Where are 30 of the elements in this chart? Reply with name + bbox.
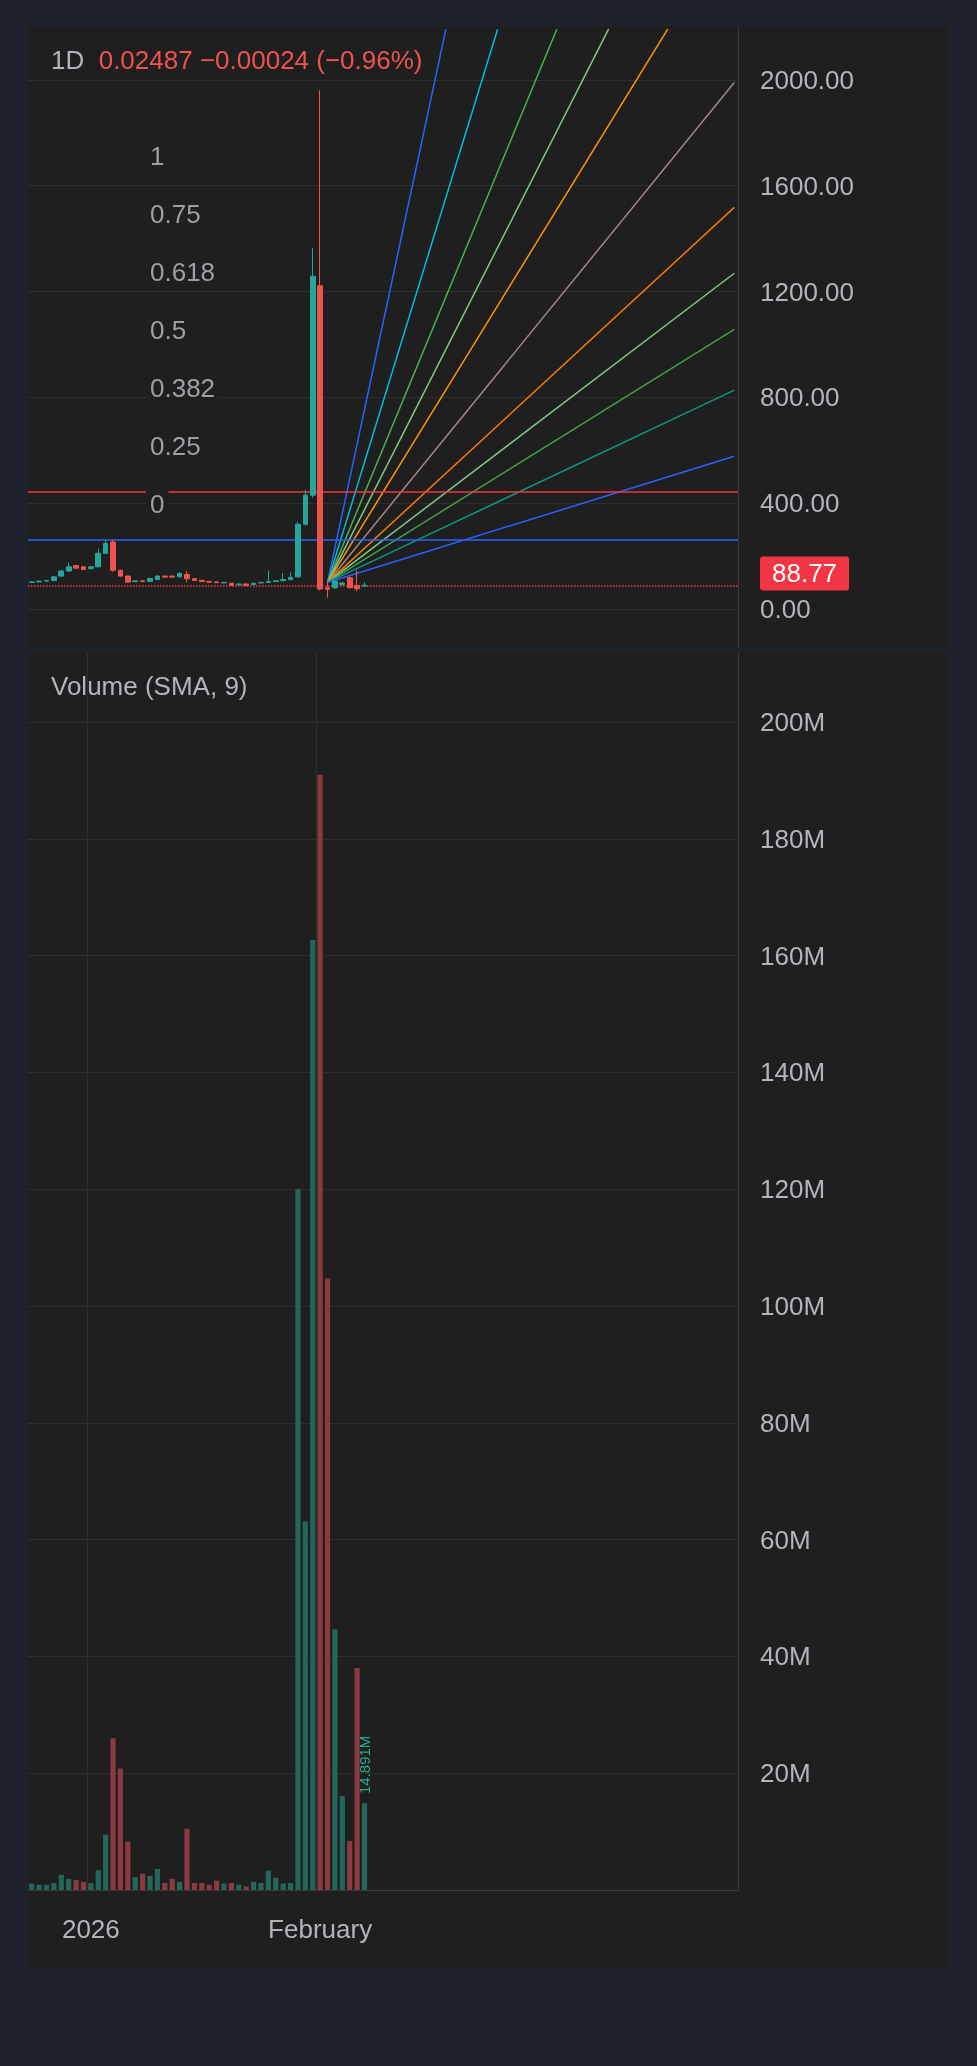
y-tick-label: 180M bbox=[760, 823, 826, 854]
annotation: 0.02487 −0.00024 (−0.96%) bbox=[98, 45, 423, 75]
y-tick-label: 200M bbox=[760, 707, 826, 738]
x-tick-label: February bbox=[268, 1914, 373, 1944]
y-tick-label: 2000.00 bbox=[760, 64, 854, 95]
y-tick-label: 80M bbox=[760, 1407, 811, 1438]
annotation: 1 bbox=[150, 141, 165, 171]
y-tick-label: 140M bbox=[760, 1057, 826, 1088]
annotation: 0.5 bbox=[150, 315, 187, 345]
y-tick-label: 20M bbox=[760, 1758, 811, 1789]
ref-line-label: 88.77 bbox=[772, 558, 838, 589]
y-tick-label: 1200.00 bbox=[760, 276, 854, 307]
y-tick-label: 40M bbox=[760, 1641, 811, 1672]
annotation: 0.618 bbox=[150, 257, 216, 287]
y-tick-label: 1600.00 bbox=[760, 170, 854, 201]
annotation: 0.75 bbox=[150, 199, 201, 229]
annotation: 0.25 bbox=[150, 431, 201, 461]
y-tick-label: 60M bbox=[760, 1524, 811, 1555]
x-tick-label: 2026 bbox=[61, 1914, 120, 1944]
y-tick-label: 400.00 bbox=[760, 488, 840, 519]
data-label: 14.891M bbox=[356, 1735, 374, 1795]
annotation: 0 bbox=[150, 489, 165, 519]
text: Volume (SMA, 9) bbox=[51, 671, 248, 701]
text: 1D bbox=[51, 45, 99, 75]
y-tick-label: 0.00 bbox=[760, 593, 811, 624]
y-tick-label: 800.00 bbox=[760, 382, 840, 413]
y-tick-label: 120M bbox=[760, 1174, 826, 1205]
y-tick-label: 100M bbox=[760, 1291, 826, 1322]
y-tick-label: 160M bbox=[760, 940, 826, 971]
annotation: 0.382 bbox=[150, 373, 216, 403]
